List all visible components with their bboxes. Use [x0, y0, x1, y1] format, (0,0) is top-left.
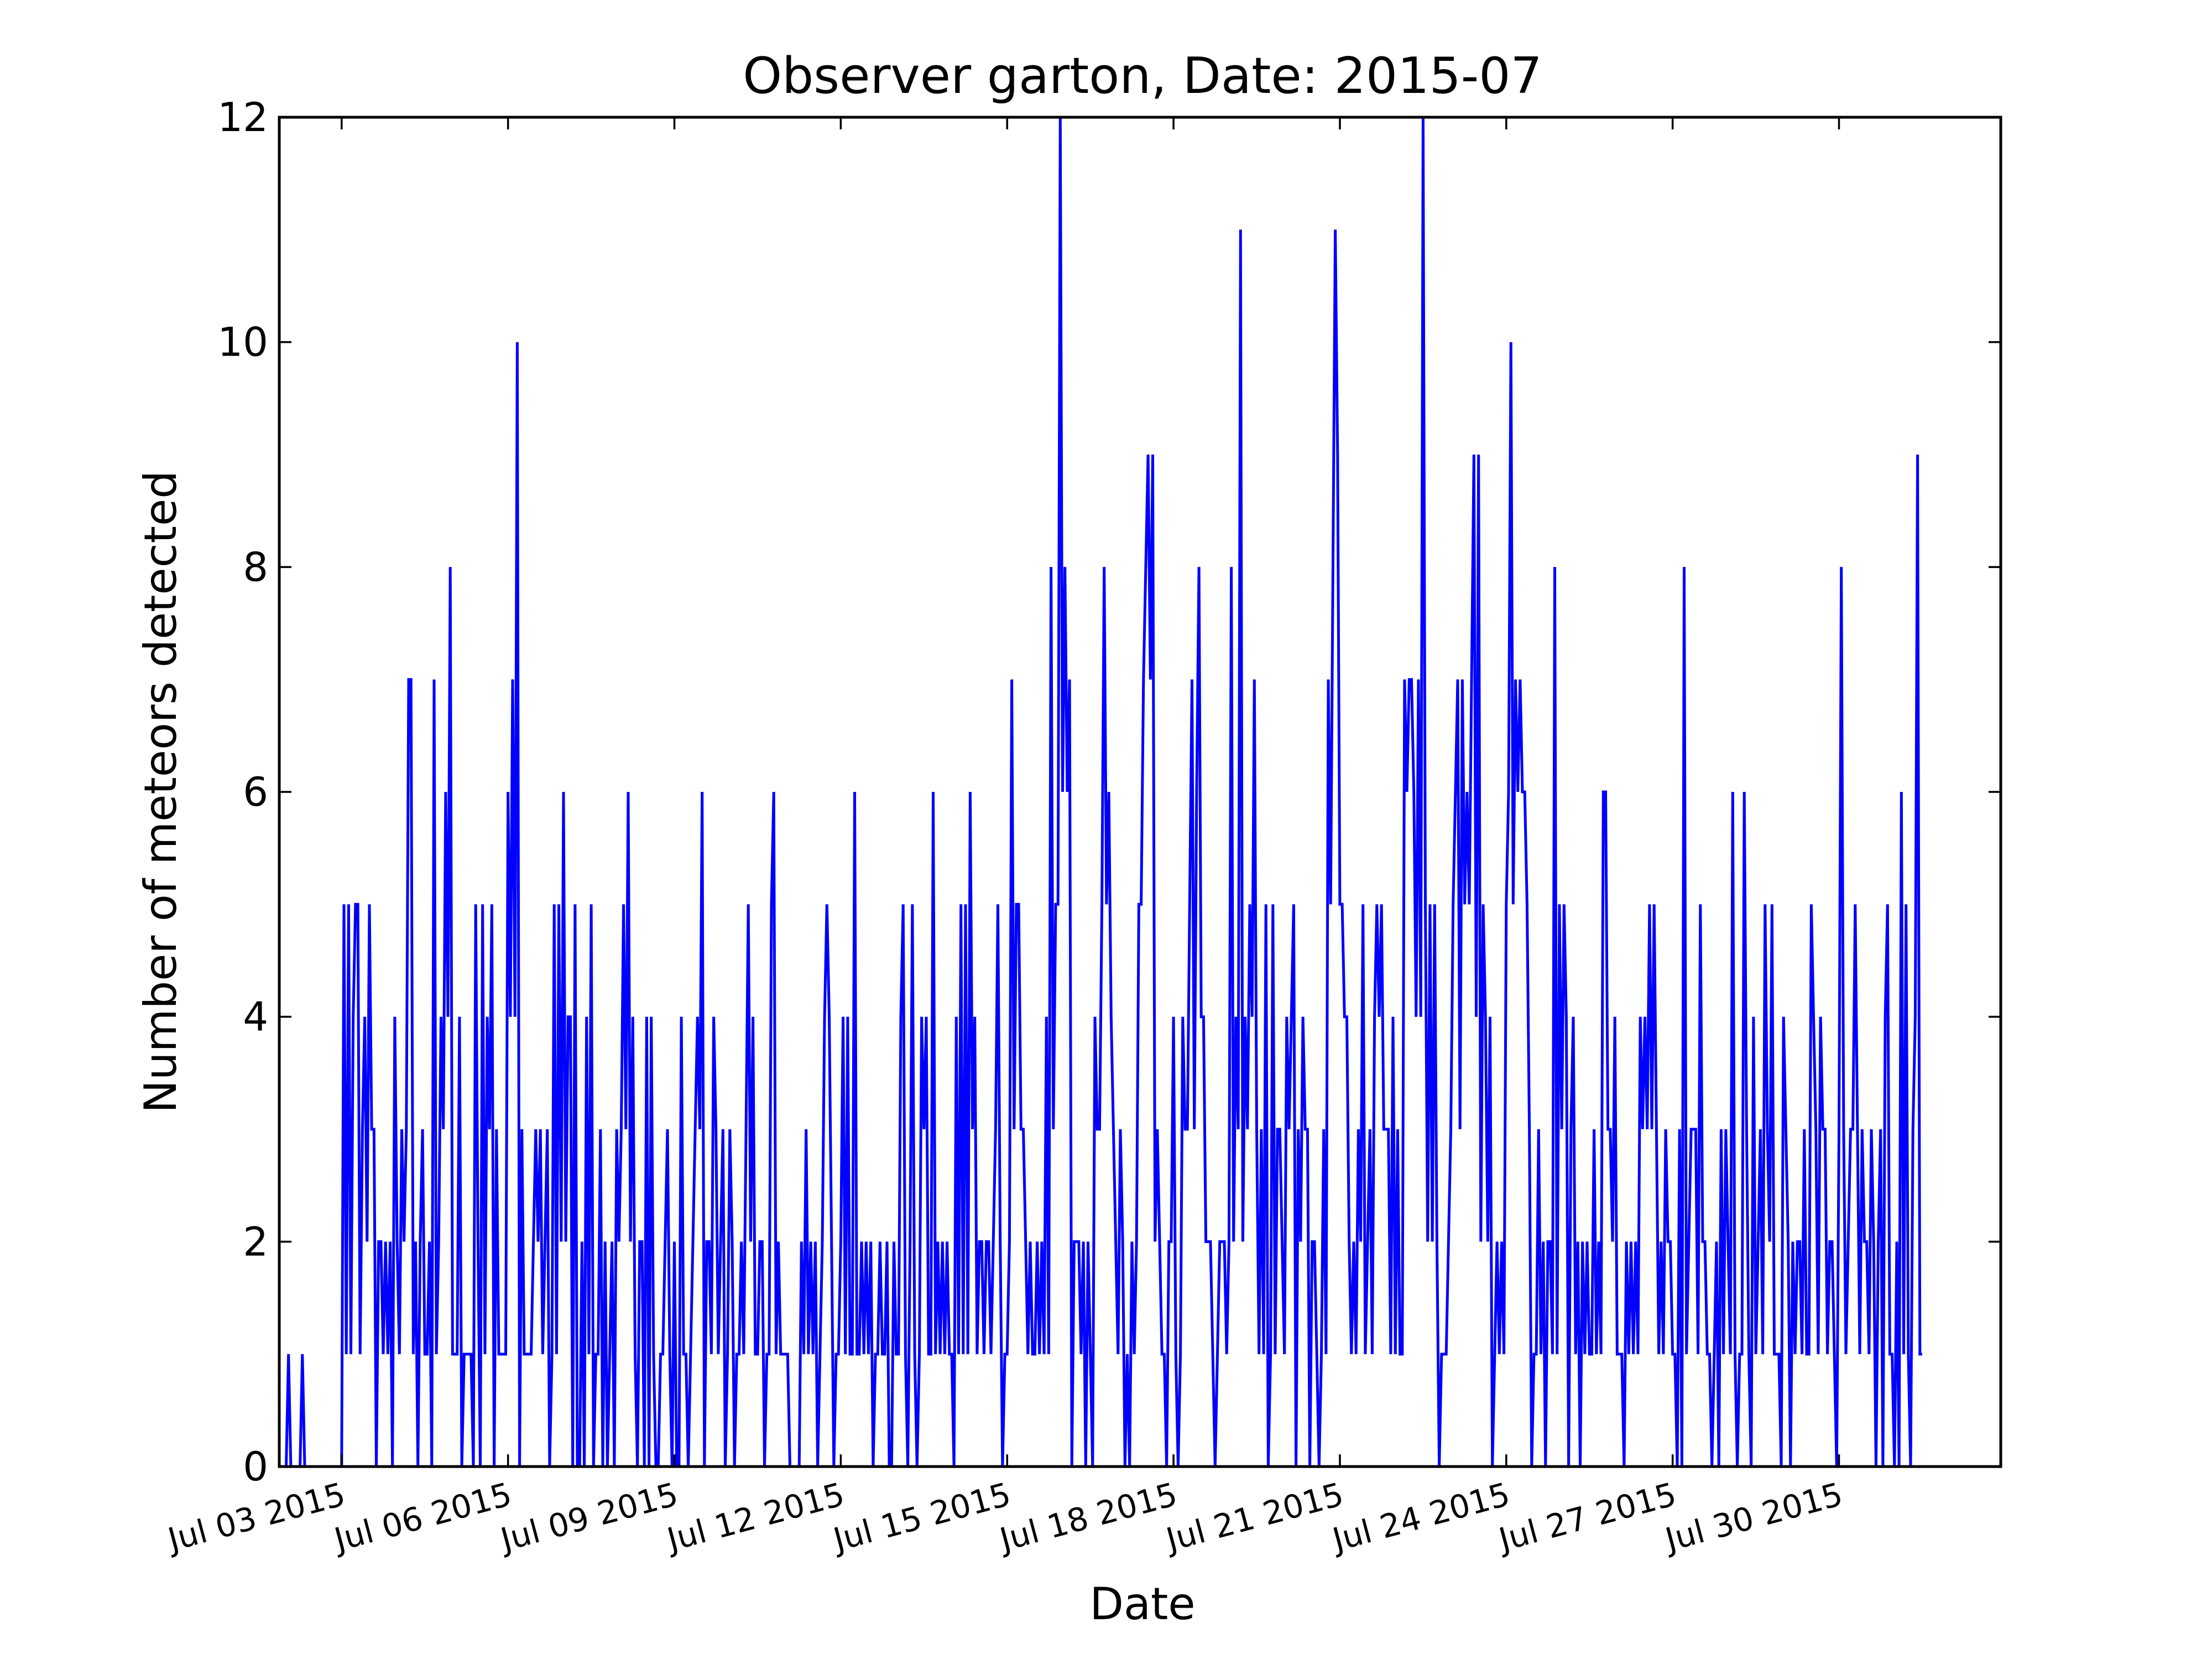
y-tick-label: 10 — [217, 319, 268, 366]
y-tick-label: 12 — [217, 94, 268, 140]
y-tick-label: 0 — [243, 1443, 268, 1490]
y-tick-label: 4 — [243, 994, 268, 1040]
x-axis-label: Date — [1089, 1578, 1195, 1630]
series-layer — [285, 117, 1922, 1468]
y-axis: 0 2 4 6 8 10 12 — [217, 94, 2001, 1490]
y-tick-label: 6 — [243, 769, 268, 815]
series-line — [285, 117, 1922, 1468]
chart-title: Observer garton, Date: 2015-07 — [743, 47, 1542, 105]
y-tick-label: 8 — [243, 544, 268, 590]
y-tick-label: 2 — [243, 1218, 268, 1265]
y-axis-label: Number of meteors detected — [135, 471, 186, 1113]
